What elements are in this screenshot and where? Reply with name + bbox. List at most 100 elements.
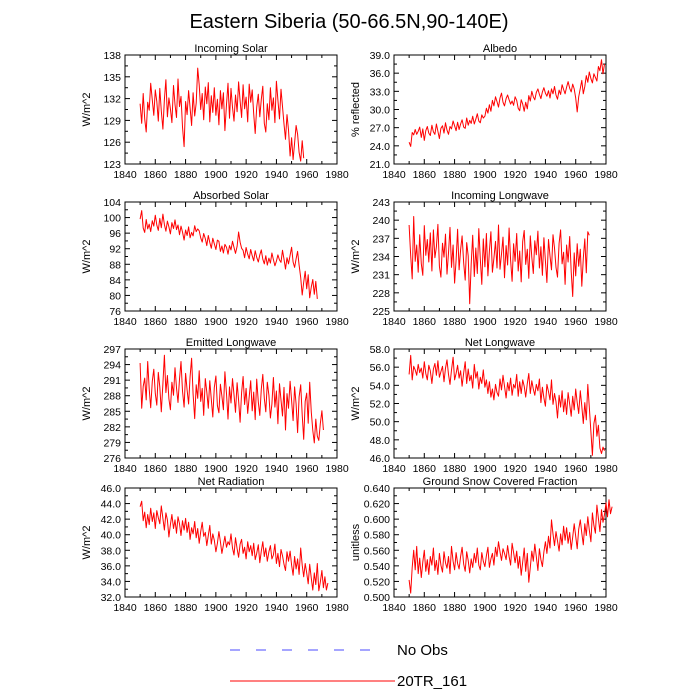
y-tick-label: 129 [103, 115, 121, 127]
plot-frame [124, 201, 338, 312]
x-tick-label: 1920 [234, 169, 258, 181]
y-tick-label: 27.0 [370, 123, 391, 135]
x-tick-label: 1920 [503, 602, 527, 614]
x-tick-label: 1940 [534, 602, 558, 614]
x-tick-label: 1860 [413, 463, 437, 475]
panel-net-longwave: Net Longwave W/m^2 1840 1860 1880 1900 1920 194… [350, 337, 618, 475]
x-tick-label: 1880 [443, 463, 467, 475]
y-tick-label: 42.0 [101, 514, 122, 526]
panel-title: Ground Snow Covered Fraction [423, 476, 578, 488]
legend-20tr-161-label: 20TR_161 [397, 673, 467, 690]
x-tick-label: 1920 [503, 316, 527, 328]
panel-albedo: Albedo % reflected 1840 1860 1880 1900 1920 194… [350, 43, 618, 181]
y-tick-label: 38.0 [101, 545, 122, 557]
y-tick-label: 294 [103, 360, 121, 372]
x-tick-label: 1880 [443, 602, 467, 614]
panel-title: Incoming Longwave [451, 190, 549, 202]
x-tick-label: 1980 [325, 602, 349, 614]
y-tick-label: 21.0 [370, 159, 391, 171]
x-tick-label: 1880 [443, 169, 467, 181]
x-tick-label: 1960 [564, 169, 588, 181]
y-axis-label: % reflected [350, 82, 362, 137]
y-tick-label: 104 [103, 197, 121, 209]
x-tick-label: 1840 [382, 602, 406, 614]
panel-title: Albedo [483, 43, 517, 55]
x-tick-label: 1980 [325, 463, 349, 475]
panel-title: Net Longwave [465, 337, 535, 349]
y-tick-label: 0.600 [364, 514, 390, 526]
y-tick-label: 32.0 [101, 592, 122, 604]
y-tick-label: 297 [103, 344, 121, 356]
x-tick-label: 1880 [443, 316, 467, 328]
panel-incoming-solar: Incoming Solar W/m^2 1840 1860 1880 1900 1920 1… [81, 43, 349, 181]
y-tick-label: 0.540 [364, 561, 390, 573]
plot-frame [124, 54, 338, 165]
x-tick-label: 1880 [174, 463, 198, 475]
series-line-20tr-161 [139, 354, 324, 444]
y-tick-label: 46.0 [101, 483, 122, 495]
x-tick-label: 1860 [413, 169, 437, 181]
panel-title: Emitted Longwave [186, 337, 277, 349]
y-tick-label: 0.640 [364, 483, 390, 495]
x-tick-label: 1840 [113, 316, 137, 328]
series-line-20tr-161 [139, 67, 305, 162]
x-tick-label: 1880 [174, 316, 198, 328]
x-tick-label: 1940 [534, 316, 558, 328]
y-tick-label: 96 [109, 228, 121, 240]
plot-frame [124, 487, 338, 598]
x-tick-label: 1980 [325, 316, 349, 328]
y-tick-label: 58.0 [370, 344, 391, 356]
y-tick-label: 291 [103, 375, 121, 387]
y-tick-label: 24.0 [370, 141, 391, 153]
x-tick-label: 1860 [144, 316, 168, 328]
x-tick-label: 1860 [413, 602, 437, 614]
x-tick-label: 1920 [503, 463, 527, 475]
series-line-20tr-161 [408, 59, 605, 147]
y-tick-label: 228 [372, 288, 390, 300]
y-tick-label: 44.0 [101, 499, 122, 511]
y-axis-label: W/m^2 [81, 387, 93, 421]
y-tick-label: 276 [103, 453, 121, 465]
y-tick-label: 84 [109, 275, 121, 287]
y-tick-label: 123 [103, 159, 121, 171]
x-tick-label: 1980 [325, 169, 349, 181]
series-line-20tr-161 [139, 500, 329, 592]
y-tick-label: 0.620 [364, 499, 390, 511]
x-tick-label: 1900 [204, 169, 228, 181]
x-tick-label: 1900 [473, 463, 497, 475]
x-tick-label: 1920 [503, 169, 527, 181]
panels: Incoming Solar W/m^2 1840 1860 1880 1900 1920 1… [81, 43, 618, 614]
x-tick-label: 1900 [473, 169, 497, 181]
y-tick-label: 282 [103, 422, 121, 434]
x-tick-label: 1900 [204, 463, 228, 475]
y-tick-label: 126 [103, 137, 121, 149]
x-tick-label: 1980 [594, 316, 618, 328]
panel-net-radiation: Net Radiation W/m^2 1840 1860 1880 1900 1920 19… [81, 476, 349, 614]
x-tick-label: 1960 [295, 316, 319, 328]
x-tick-label: 1940 [534, 169, 558, 181]
x-tick-label: 1980 [594, 602, 618, 614]
x-tick-label: 1840 [113, 602, 137, 614]
y-tick-label: 39.0 [370, 50, 391, 62]
x-tick-label: 1920 [234, 463, 258, 475]
y-tick-label: 285 [103, 406, 121, 418]
y-tick-label: 0.500 [364, 592, 390, 604]
panel-title: Absorbed Solar [193, 190, 269, 202]
y-axis-label: W/m^2 [350, 387, 362, 421]
x-tick-label: 1900 [473, 602, 497, 614]
y-tick-label: 234 [372, 252, 390, 264]
y-axis-label: W/m^2 [81, 93, 93, 127]
y-axis-label: unitless [350, 523, 362, 561]
y-tick-label: 243 [372, 197, 390, 209]
y-tick-label: 92 [109, 244, 121, 256]
x-tick-label: 1860 [144, 463, 168, 475]
y-tick-label: 54.0 [370, 380, 391, 392]
y-tick-label: 0.520 [364, 576, 390, 588]
series-line-20tr-161 [408, 354, 605, 456]
y-tick-label: 36.0 [101, 561, 122, 573]
y-tick-label: 0.580 [364, 530, 390, 542]
y-axis-label: W/m^2 [81, 240, 93, 274]
y-tick-label: 240 [372, 215, 390, 227]
plot-frame [393, 54, 607, 165]
x-tick-label: 1900 [204, 602, 228, 614]
